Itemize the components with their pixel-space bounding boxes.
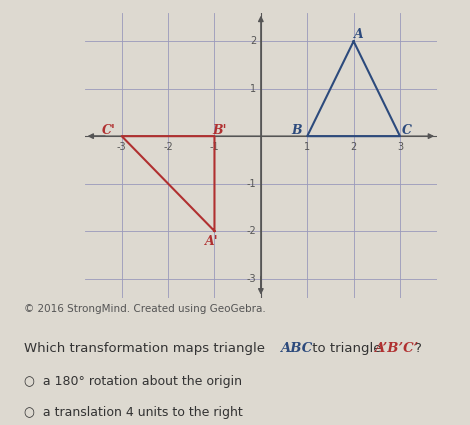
Text: -2: -2 [246, 226, 256, 236]
Text: A’B’C’: A’B’C’ [374, 342, 418, 355]
Text: Which transformation maps triangle: Which transformation maps triangle [24, 342, 269, 355]
Text: C': C' [102, 124, 116, 137]
Text: 3: 3 [397, 142, 403, 152]
Text: B: B [292, 124, 302, 137]
Text: A': A' [205, 235, 219, 248]
Text: 1: 1 [304, 142, 310, 152]
Text: C: C [402, 124, 412, 137]
Text: © 2016 StrongMind. Created using GeoGebra.: © 2016 StrongMind. Created using GeoGebr… [24, 304, 265, 314]
Text: ○  a 180° rotation about the origin: ○ a 180° rotation about the origin [24, 375, 242, 388]
Text: ?: ? [415, 342, 422, 355]
Text: 2: 2 [250, 36, 256, 46]
Text: A: A [354, 28, 364, 41]
Text: -1: -1 [210, 142, 219, 152]
Text: -1: -1 [247, 178, 256, 189]
Text: 2: 2 [351, 142, 357, 152]
Text: 1: 1 [250, 84, 256, 94]
Text: -3: -3 [247, 274, 256, 283]
Text: -3: -3 [117, 142, 126, 152]
Text: -2: -2 [163, 142, 173, 152]
Text: to triangle: to triangle [308, 342, 385, 355]
Text: B': B' [213, 124, 227, 137]
Text: ○  a translation 4 units to the right: ○ a translation 4 units to the right [24, 406, 242, 419]
Text: ABC: ABC [280, 342, 312, 355]
